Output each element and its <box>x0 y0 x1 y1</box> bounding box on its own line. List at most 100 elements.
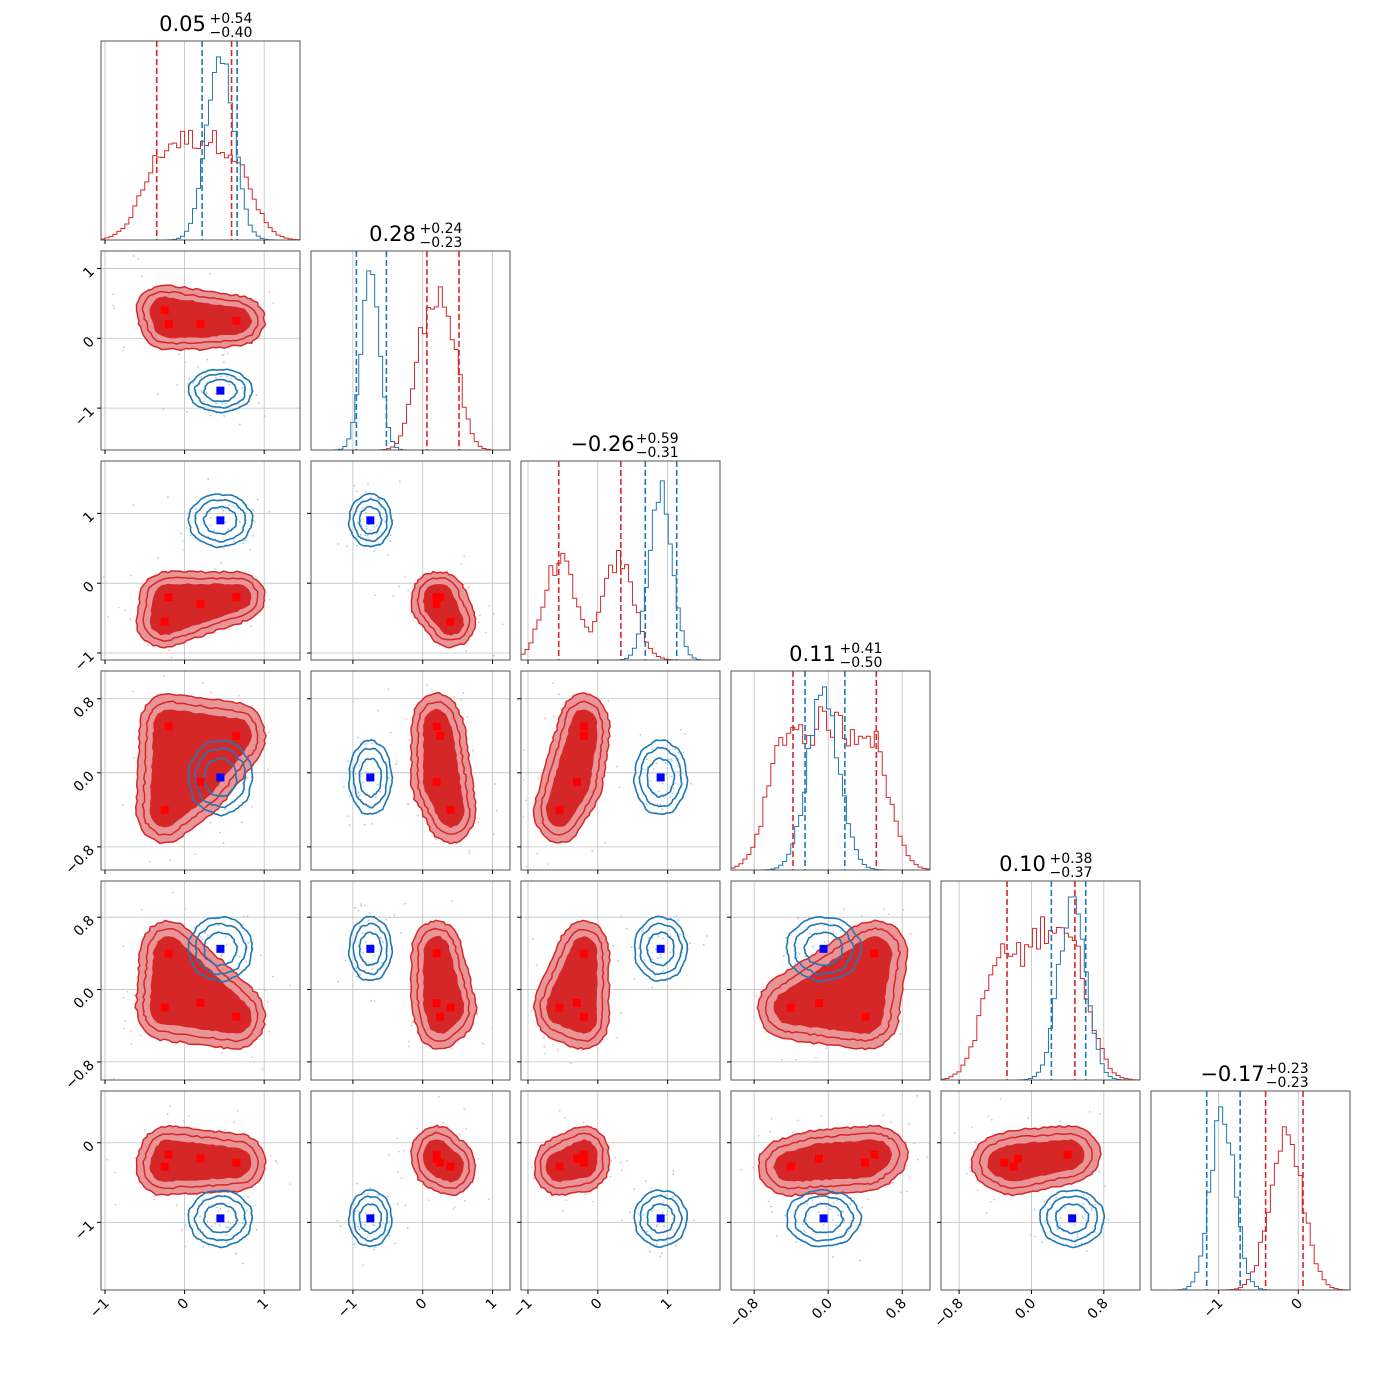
red-sample-dot <box>463 1107 466 1110</box>
red-sample-dot <box>226 352 229 355</box>
red-sample-dot <box>558 1109 561 1112</box>
red-sample-dot <box>251 1056 254 1059</box>
blue-sample-dot <box>1074 1243 1077 1246</box>
blue-sample-dot <box>230 376 233 379</box>
red-sample-dot <box>492 613 495 615</box>
red-sample-dot <box>233 1121 235 1124</box>
red-sample-dot <box>535 964 538 967</box>
red-truth-marker <box>196 320 205 329</box>
red-sample-dot <box>392 594 395 597</box>
title-upper-error: +0.41 <box>840 641 883 657</box>
panel-frame <box>100 1090 301 1291</box>
red-sample-dot <box>141 908 143 911</box>
red-sample-dot <box>757 1134 760 1137</box>
red-truth-marker <box>196 778 205 787</box>
blue-contour <box>202 1202 239 1234</box>
red-sample-dot <box>106 616 109 618</box>
blue-sample-dot <box>642 1214 645 1216</box>
blue-sample-dot <box>389 540 392 543</box>
blue-sample-dot <box>373 1224 376 1227</box>
red-sample-dot <box>463 555 466 558</box>
red-sample-dot <box>477 1157 480 1160</box>
blue-sample-dot <box>241 1262 244 1265</box>
blue-contour <box>645 931 675 967</box>
red-sample-dot <box>395 760 398 763</box>
red-sample-dot <box>609 1175 612 1178</box>
blue-sample-dot <box>253 520 256 523</box>
blue-sample-dot <box>251 534 254 537</box>
blue-contour <box>1039 1189 1106 1249</box>
red-sample-dot <box>492 833 495 836</box>
red-sample-dot <box>620 1012 622 1015</box>
blue-sample-dot <box>1059 1224 1061 1227</box>
blue-sample-dot <box>665 1213 668 1216</box>
blue-sample-dot <box>663 1225 666 1227</box>
red-sample-dot <box>926 1156 929 1159</box>
blue-sample-dot <box>670 758 673 761</box>
red-sample-dot <box>275 1161 278 1164</box>
red-sample-dot <box>213 567 216 570</box>
red-sample-dot <box>207 935 209 937</box>
x-tick-label: −1 <box>510 1296 536 1322</box>
blue-contour <box>352 922 388 976</box>
red-sample-dot <box>261 1068 264 1071</box>
blue-sample-dot <box>847 1230 850 1233</box>
red-truth-marker <box>555 1003 564 1012</box>
blue-contour <box>193 372 247 409</box>
red-sample-dot <box>250 625 253 628</box>
blue-sample-dot <box>374 796 377 798</box>
diag-panel-5: 0.10 +0.38−0.37 <box>940 851 1141 1081</box>
red-sample-dot <box>867 1198 870 1201</box>
blue-sample-dot <box>227 528 230 531</box>
blue-sample-dot <box>176 384 179 386</box>
blue-sample-dot <box>336 980 339 983</box>
blue-sample-dot <box>670 775 673 778</box>
red-sample-dot <box>170 656 173 659</box>
blue-sample-dot <box>369 529 372 532</box>
red-contour-inner <box>545 1138 598 1183</box>
panel-frame <box>100 250 301 451</box>
red-sample-dot <box>219 831 222 834</box>
blue-sample-dot <box>192 382 194 384</box>
red-sample-dot <box>460 562 463 565</box>
red-sample-dot <box>112 1077 115 1080</box>
red-sample-dot <box>530 1010 533 1012</box>
blue-sample-dot <box>642 928 645 931</box>
red-sample-dot <box>564 1117 566 1120</box>
red-sample-dot <box>501 983 503 985</box>
red-truth-marker <box>572 1154 581 1163</box>
blue-contour <box>633 915 689 982</box>
red-truth-marker <box>861 1158 870 1167</box>
red-sample-dot <box>114 1203 117 1206</box>
blue-sample-dot <box>842 1211 845 1214</box>
red-sample-dot <box>181 1228 184 1231</box>
red-sample-dot <box>616 1036 619 1039</box>
blue-contour <box>793 1195 855 1242</box>
blue-sample-dot <box>1082 1202 1085 1205</box>
red-sample-dot <box>222 361 225 363</box>
blue-contour <box>793 922 855 976</box>
red-truth-marker <box>572 999 581 1008</box>
blue-sample-dot <box>396 916 399 919</box>
blue-sample-dot <box>640 930 643 932</box>
red-truth-marker <box>160 1003 169 1012</box>
blue-contour <box>187 1189 254 1249</box>
red-sample-dot <box>794 1058 797 1061</box>
red-sample-dot <box>267 731 270 734</box>
red-truth-marker <box>196 600 205 609</box>
blue-sample-dot <box>377 709 380 712</box>
panel-frame <box>100 460 301 661</box>
blue-sample-dot <box>837 1214 839 1217</box>
blue-sample-dot <box>637 1213 640 1215</box>
blue-sample-dot <box>225 1234 227 1236</box>
blue-sample-dot <box>367 483 369 486</box>
red-truth-marker <box>1063 1150 1072 1159</box>
red-sample-dot <box>396 1137 399 1139</box>
blue-sample-dot <box>676 771 679 773</box>
blue-contour <box>193 1194 247 1242</box>
red-sample-dot <box>264 989 266 991</box>
blue-contour <box>639 1194 684 1242</box>
blue-sample-dot <box>655 1225 658 1228</box>
title-lower-error: −0.23 <box>1266 1075 1309 1091</box>
blue-sample-dot <box>662 1201 665 1204</box>
